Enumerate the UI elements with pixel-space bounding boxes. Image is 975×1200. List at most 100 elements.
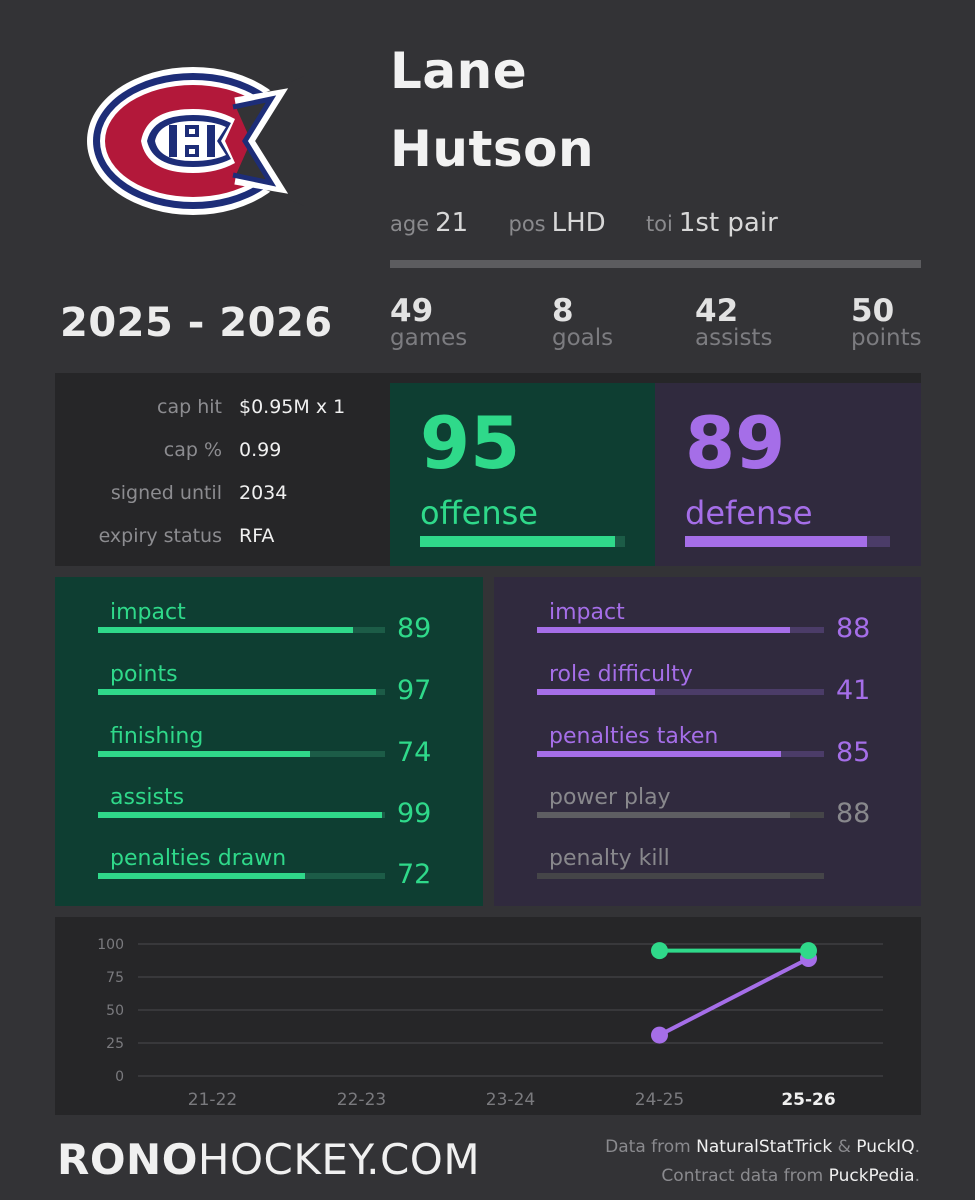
offense-row: points 97 [55,661,483,721]
defense-row-fill [537,627,790,633]
offense-row: impact 89 [55,599,483,659]
offense-row-fill [98,751,311,757]
offense-row: assists 99 [55,784,483,844]
defense-row-label: role difficulty [549,662,693,687]
pos-label: pos [508,212,546,236]
toi-value: 1st pair [678,208,778,238]
offense-row-value: 89 [397,613,432,644]
offense-row-label: impact [110,600,186,625]
chart-x-tick-label: 24-25 [635,1090,684,1110]
montreal-canadiens-logo [87,67,305,215]
player-last-name: Hutson [390,120,595,178]
stat-games: 49 games [390,292,467,350]
chart-y-tick-label: 25 [106,1036,124,1052]
offense-bar-track [420,536,625,547]
offense-row-label: points [110,662,178,687]
offense-row-label: assists [110,785,185,810]
defense-row-value: 85 [836,737,871,768]
trend-chart: 0 25 50 75 100 21-22 22-23 23-24 24-25 25-26 [97,937,883,1110]
defense-row: power play 88 [494,784,921,844]
goals-label: goals [552,325,614,351]
defense-row-label: power play [549,785,671,810]
contract-label: cap % [163,439,222,461]
offense-score: 95 [420,401,521,485]
credit-text: . [914,1166,920,1186]
toi-label: toi [645,212,673,236]
contract-row: cap hit $0.95M x 1 [55,396,390,426]
defense-row-track [537,751,824,757]
defense-score: 89 [685,401,786,485]
contract-credit-line: Contract data from PuckPedia. [605,1162,920,1191]
offense-row-fill [98,873,305,879]
panel-strip [390,373,655,383]
chart-y-tick-label: 100 [97,937,124,953]
chart-x-tick-label: 21-22 [188,1090,237,1110]
defense-row-label: penalties taken [549,724,719,749]
data-credits: Data from NaturalStatTrick & PuckIQ. Con… [605,1133,920,1191]
points-label: points [851,325,922,351]
defense-row: penalties taken 85 [494,723,921,783]
offense-row: penalties drawn 72 [55,845,483,905]
contract-label: signed until [110,482,222,504]
credit-source: PuckPedia [828,1166,915,1186]
defense-bar-track [685,536,890,547]
games-value: 49 [390,293,434,329]
credit-text: Data from [605,1137,697,1157]
defense-row-value: 88 [836,798,871,829]
games-label: games [390,325,468,351]
defense-row-value: 41 [836,675,871,706]
chart-y-tick-label: 0 [115,1069,124,1085]
chart-series-line-defense [658,956,810,1037]
offense-row-track [98,689,385,695]
contract-row: signed until 2034 [55,482,390,512]
chart-point-offense [651,942,668,960]
credit-source: PuckIQ [856,1137,915,1157]
offense-row-track [98,873,385,879]
defense-row-fill [537,751,781,757]
contract-label: cap hit [157,396,222,418]
player-first-name: Lane [390,42,528,100]
defense-row-fill [537,689,655,695]
defense-score-box: 89 defense [655,383,921,566]
contract-value: 0.99 [239,439,282,461]
defense-row-fill [537,812,790,818]
offense-detail-panel: impact 89 points 97 finishing 74 assists… [55,577,483,906]
offense-label: offense [420,494,538,532]
age-value: 21 [435,208,469,238]
contract-value: $0.95M x 1 [239,396,346,418]
player-info: age 21 pos LHD toi 1st pair [390,208,810,238]
defense-row-label: impact [549,600,625,625]
defense-row-value: 88 [836,613,871,644]
offense-row-fill [98,812,383,818]
credit-text: & [832,1137,857,1157]
chart-x-tick-label: 25-26 [781,1090,835,1110]
age-label: age [390,212,430,236]
chart-point-offense [800,942,817,960]
defense-detail-panel: impact 88 role difficulty 41 penalties t… [494,577,921,906]
offense-bar-fill [420,536,615,547]
brand-wordmark: RONOHOCKEY.COM [57,1135,480,1184]
offense-row-value: 99 [397,798,432,829]
offense-row-value: 72 [397,859,432,890]
assists-label: assists [695,325,773,351]
chart-x-tick-label: 23-24 [486,1090,535,1110]
info-divider [390,260,921,268]
stat-goals: 8 goals [552,292,613,350]
contract-label: expiry status [98,525,222,547]
offense-row-value: 97 [397,675,432,706]
data-credit-line: Data from NaturalStatTrick & PuckIQ. [605,1133,920,1162]
contract-value: 2034 [239,482,288,504]
pos-value: LHD [551,208,606,238]
offense-row-fill [98,689,377,695]
assists-value: 42 [695,293,739,329]
brand-bold: RONO [57,1135,198,1184]
season-label: 2025 - 2026 [60,300,333,346]
defense-row: role difficulty 41 [494,661,921,721]
brand-rest: HOCKEY.COM [197,1135,481,1184]
stat-points: 50 points [851,292,922,350]
chart-y-tick-label: 75 [106,970,124,986]
credit-source: NaturalStatTrick [696,1137,833,1157]
credit-text: . [914,1137,920,1157]
offense-row-track [98,751,385,757]
chart-x-tick-label: 22-23 [337,1090,386,1110]
